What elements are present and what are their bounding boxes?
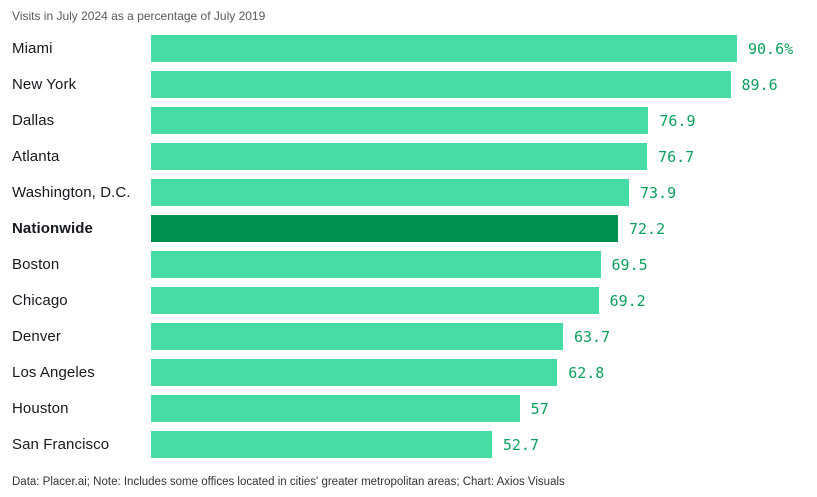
category-label: Miami (12, 40, 53, 57)
bar-row: Nationwide 72.2 (12, 215, 805, 242)
value-label: 73.9 (639, 183, 677, 202)
category-label: Los Angeles (12, 364, 95, 381)
bar (151, 359, 558, 386)
category-label: Chicago (12, 292, 68, 309)
bar-row: Chicago 69.2 (12, 287, 805, 314)
value-label: 69.2 (609, 291, 646, 310)
bar-rows: Miami 90.6% New York 89.6 Dallas 76.9 At… (12, 35, 805, 458)
category-label: New York (12, 76, 77, 93)
bar (151, 143, 648, 170)
chart-subtitle: Visits in July 2024 as a percentage of J… (12, 9, 266, 23)
category-label: Washington, D.C. (12, 184, 131, 201)
category-label: Denver (12, 328, 61, 345)
chart-footer-note: Data: Placer.ai; Note: Includes some off… (12, 476, 565, 488)
bar-row: Houston 57 (12, 395, 805, 422)
bar-row: Miami 90.6% (12, 35, 805, 62)
category-label: Houston (12, 400, 69, 417)
bar-row: Dallas 76.9 (12, 107, 805, 134)
bar (151, 251, 601, 278)
bar (151, 287, 599, 314)
bar (151, 35, 737, 62)
category-label: San Francisco (12, 436, 110, 453)
bar-row: Washington, D.C. 73.9 (12, 179, 805, 206)
value-label: 69.5 (611, 255, 648, 274)
value-label: 90.6% (748, 39, 794, 58)
bar (151, 215, 618, 242)
bar-row: New York 89.6 (12, 71, 805, 98)
value-label: 76.9 (659, 111, 696, 130)
bar (151, 71, 731, 98)
category-label: Atlanta (12, 148, 60, 165)
bar-row: San Francisco 52.7 (12, 431, 805, 458)
value-label: 72.2 (628, 219, 666, 238)
value-label: 76.7 (658, 147, 695, 166)
category-label: Nationwide (12, 220, 94, 237)
bar-row: Atlanta 76.7 (12, 143, 805, 170)
bar (151, 179, 629, 206)
bar (151, 395, 520, 422)
bar-row: Denver 63.7 (12, 323, 805, 350)
value-label: 89.6 (741, 75, 778, 94)
value-label: 52.7 (502, 435, 539, 454)
bar-row: Los Angeles 62.8 (12, 359, 805, 386)
category-label: Boston (12, 256, 60, 273)
bar-row: Boston 69.5 (12, 251, 805, 278)
value-label: 63.7 (574, 327, 611, 346)
value-label: 62.8 (568, 363, 605, 382)
category-label: Dallas (12, 112, 55, 129)
bar (151, 107, 649, 134)
bar (151, 431, 492, 458)
bar (151, 323, 563, 350)
value-label: 57 (530, 399, 549, 418)
